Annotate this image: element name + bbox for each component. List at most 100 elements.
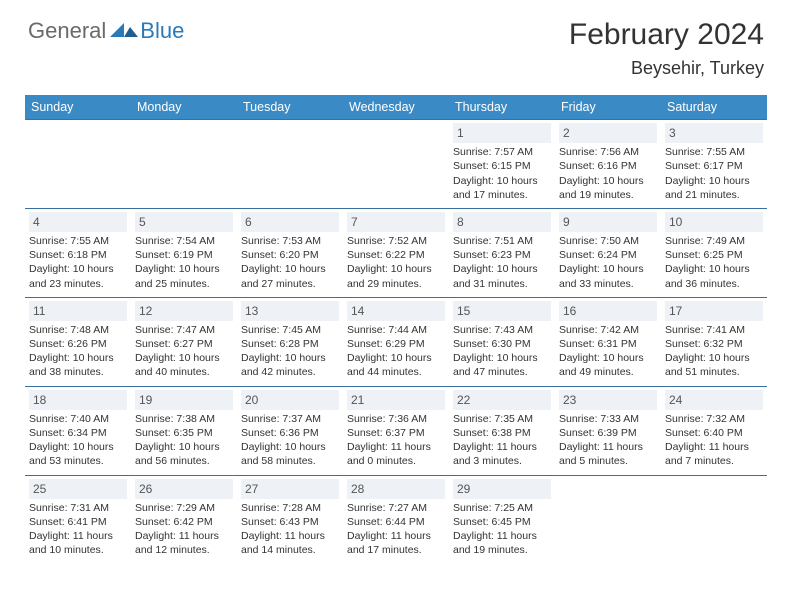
calendar-cell: 15Sunrise: 7:43 AMSunset: 6:30 PMDayligh… — [449, 297, 555, 386]
day-details: Sunrise: 7:44 AMSunset: 6:29 PMDaylight:… — [347, 323, 445, 380]
day-details: Sunrise: 7:42 AMSunset: 6:31 PMDaylight:… — [559, 323, 657, 380]
weekday-header-row: Sunday Monday Tuesday Wednesday Thursday… — [25, 95, 767, 120]
day-details: Sunrise: 7:35 AMSunset: 6:38 PMDaylight:… — [453, 412, 551, 469]
logo-text-general: General — [28, 18, 106, 44]
weekday-header: Sunday — [25, 95, 131, 120]
header: General Blue February 2024 Beysehir, Tur… — [0, 0, 792, 87]
calendar-cell: 6Sunrise: 7:53 AMSunset: 6:20 PMDaylight… — [237, 208, 343, 297]
day-number: 6 — [241, 212, 339, 232]
calendar-cell — [131, 120, 237, 209]
day-number: 23 — [559, 390, 657, 410]
calendar-cell: 8Sunrise: 7:51 AMSunset: 6:23 PMDaylight… — [449, 208, 555, 297]
day-details: Sunrise: 7:37 AMSunset: 6:36 PMDaylight:… — [241, 412, 339, 469]
calendar-row: 25Sunrise: 7:31 AMSunset: 6:41 PMDayligh… — [25, 475, 767, 563]
day-number: 19 — [135, 390, 233, 410]
day-number: 5 — [135, 212, 233, 232]
calendar-cell: 12Sunrise: 7:47 AMSunset: 6:27 PMDayligh… — [131, 297, 237, 386]
day-details: Sunrise: 7:43 AMSunset: 6:30 PMDaylight:… — [453, 323, 551, 380]
calendar-row: 11Sunrise: 7:48 AMSunset: 6:26 PMDayligh… — [25, 297, 767, 386]
calendar-cell: 4Sunrise: 7:55 AMSunset: 6:18 PMDaylight… — [25, 208, 131, 297]
day-details: Sunrise: 7:52 AMSunset: 6:22 PMDaylight:… — [347, 234, 445, 291]
day-details: Sunrise: 7:49 AMSunset: 6:25 PMDaylight:… — [665, 234, 763, 291]
day-number: 8 — [453, 212, 551, 232]
calendar-cell: 19Sunrise: 7:38 AMSunset: 6:35 PMDayligh… — [131, 386, 237, 475]
day-details: Sunrise: 7:29 AMSunset: 6:42 PMDaylight:… — [135, 501, 233, 558]
weekday-header: Wednesday — [343, 95, 449, 120]
day-number: 10 — [665, 212, 763, 232]
weekday-header: Monday — [131, 95, 237, 120]
calendar-cell — [661, 475, 767, 563]
day-details: Sunrise: 7:32 AMSunset: 6:40 PMDaylight:… — [665, 412, 763, 469]
logo: General Blue — [28, 18, 184, 44]
day-number: 27 — [241, 479, 339, 499]
day-number: 26 — [135, 479, 233, 499]
calendar-cell: 9Sunrise: 7:50 AMSunset: 6:24 PMDaylight… — [555, 208, 661, 297]
day-details: Sunrise: 7:45 AMSunset: 6:28 PMDaylight:… — [241, 323, 339, 380]
calendar-row: 4Sunrise: 7:55 AMSunset: 6:18 PMDaylight… — [25, 208, 767, 297]
calendar-cell: 11Sunrise: 7:48 AMSunset: 6:26 PMDayligh… — [25, 297, 131, 386]
logo-text-blue: Blue — [140, 18, 184, 44]
calendar-cell — [237, 120, 343, 209]
day-number: 12 — [135, 301, 233, 321]
day-details: Sunrise: 7:36 AMSunset: 6:37 PMDaylight:… — [347, 412, 445, 469]
calendar-cell: 3Sunrise: 7:55 AMSunset: 6:17 PMDaylight… — [661, 120, 767, 209]
calendar-cell: 24Sunrise: 7:32 AMSunset: 6:40 PMDayligh… — [661, 386, 767, 475]
weekday-header: Saturday — [661, 95, 767, 120]
day-details: Sunrise: 7:41 AMSunset: 6:32 PMDaylight:… — [665, 323, 763, 380]
calendar-cell — [25, 120, 131, 209]
calendar-cell: 14Sunrise: 7:44 AMSunset: 6:29 PMDayligh… — [343, 297, 449, 386]
day-number: 7 — [347, 212, 445, 232]
weekday-header: Thursday — [449, 95, 555, 120]
day-number: 2 — [559, 123, 657, 143]
day-details: Sunrise: 7:54 AMSunset: 6:19 PMDaylight:… — [135, 234, 233, 291]
logo-icon — [110, 21, 138, 41]
calendar-cell: 29Sunrise: 7:25 AMSunset: 6:45 PMDayligh… — [449, 475, 555, 563]
day-details: Sunrise: 7:28 AMSunset: 6:43 PMDaylight:… — [241, 501, 339, 558]
day-details: Sunrise: 7:33 AMSunset: 6:39 PMDaylight:… — [559, 412, 657, 469]
day-number: 14 — [347, 301, 445, 321]
day-number: 29 — [453, 479, 551, 499]
calendar-cell — [343, 120, 449, 209]
page-title: February 2024 — [569, 18, 764, 52]
calendar-cell: 13Sunrise: 7:45 AMSunset: 6:28 PMDayligh… — [237, 297, 343, 386]
day-number: 20 — [241, 390, 339, 410]
calendar-cell: 1Sunrise: 7:57 AMSunset: 6:15 PMDaylight… — [449, 120, 555, 209]
day-details: Sunrise: 7:51 AMSunset: 6:23 PMDaylight:… — [453, 234, 551, 291]
calendar-cell: 23Sunrise: 7:33 AMSunset: 6:39 PMDayligh… — [555, 386, 661, 475]
day-number: 13 — [241, 301, 339, 321]
calendar-cell: 10Sunrise: 7:49 AMSunset: 6:25 PMDayligh… — [661, 208, 767, 297]
calendar-row: 18Sunrise: 7:40 AMSunset: 6:34 PMDayligh… — [25, 386, 767, 475]
day-details: Sunrise: 7:48 AMSunset: 6:26 PMDaylight:… — [29, 323, 127, 380]
calendar-cell: 22Sunrise: 7:35 AMSunset: 6:38 PMDayligh… — [449, 386, 555, 475]
day-number: 9 — [559, 212, 657, 232]
calendar-cell: 20Sunrise: 7:37 AMSunset: 6:36 PMDayligh… — [237, 386, 343, 475]
day-number: 18 — [29, 390, 127, 410]
calendar-cell: 7Sunrise: 7:52 AMSunset: 6:22 PMDaylight… — [343, 208, 449, 297]
day-details: Sunrise: 7:53 AMSunset: 6:20 PMDaylight:… — [241, 234, 339, 291]
day-details: Sunrise: 7:40 AMSunset: 6:34 PMDaylight:… — [29, 412, 127, 469]
calendar-cell: 26Sunrise: 7:29 AMSunset: 6:42 PMDayligh… — [131, 475, 237, 563]
day-number: 21 — [347, 390, 445, 410]
day-details: Sunrise: 7:50 AMSunset: 6:24 PMDaylight:… — [559, 234, 657, 291]
location-label: Beysehir, Turkey — [569, 58, 764, 79]
day-details: Sunrise: 7:56 AMSunset: 6:16 PMDaylight:… — [559, 145, 657, 202]
calendar-cell: 28Sunrise: 7:27 AMSunset: 6:44 PMDayligh… — [343, 475, 449, 563]
day-number: 11 — [29, 301, 127, 321]
calendar-row: 1Sunrise: 7:57 AMSunset: 6:15 PMDaylight… — [25, 120, 767, 209]
day-number: 16 — [559, 301, 657, 321]
calendar-cell: 21Sunrise: 7:36 AMSunset: 6:37 PMDayligh… — [343, 386, 449, 475]
day-number: 17 — [665, 301, 763, 321]
calendar-cell: 17Sunrise: 7:41 AMSunset: 6:32 PMDayligh… — [661, 297, 767, 386]
day-number: 28 — [347, 479, 445, 499]
day-number: 22 — [453, 390, 551, 410]
day-number: 24 — [665, 390, 763, 410]
day-number: 1 — [453, 123, 551, 143]
calendar-cell: 5Sunrise: 7:54 AMSunset: 6:19 PMDaylight… — [131, 208, 237, 297]
day-details: Sunrise: 7:57 AMSunset: 6:15 PMDaylight:… — [453, 145, 551, 202]
calendar-cell: 16Sunrise: 7:42 AMSunset: 6:31 PMDayligh… — [555, 297, 661, 386]
day-details: Sunrise: 7:55 AMSunset: 6:18 PMDaylight:… — [29, 234, 127, 291]
day-number: 15 — [453, 301, 551, 321]
day-number: 4 — [29, 212, 127, 232]
day-details: Sunrise: 7:25 AMSunset: 6:45 PMDaylight:… — [453, 501, 551, 558]
title-area: February 2024 Beysehir, Turkey — [569, 18, 764, 79]
